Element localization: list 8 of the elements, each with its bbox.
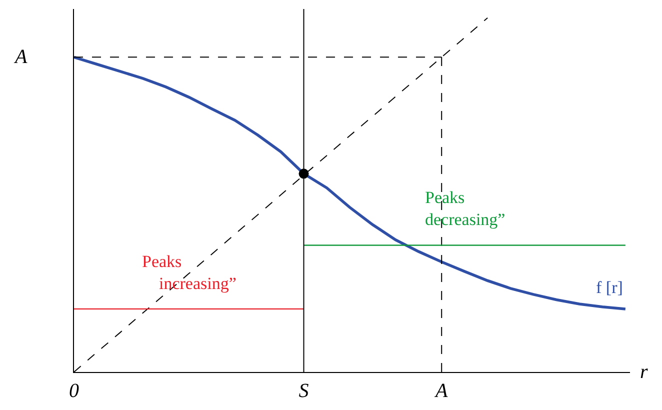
series-label: Peaks decreasing”	[425, 188, 506, 230]
text: A	[13, 46, 28, 68]
series-label: Peaks increasing”	[142, 252, 236, 294]
x-tick-label: 0	[69, 380, 79, 402]
series-label: f [r]	[596, 278, 623, 297]
x-tick-label: A	[433, 380, 448, 402]
x-tick-label: S	[298, 380, 309, 402]
x-axis-title: r	[640, 361, 648, 383]
